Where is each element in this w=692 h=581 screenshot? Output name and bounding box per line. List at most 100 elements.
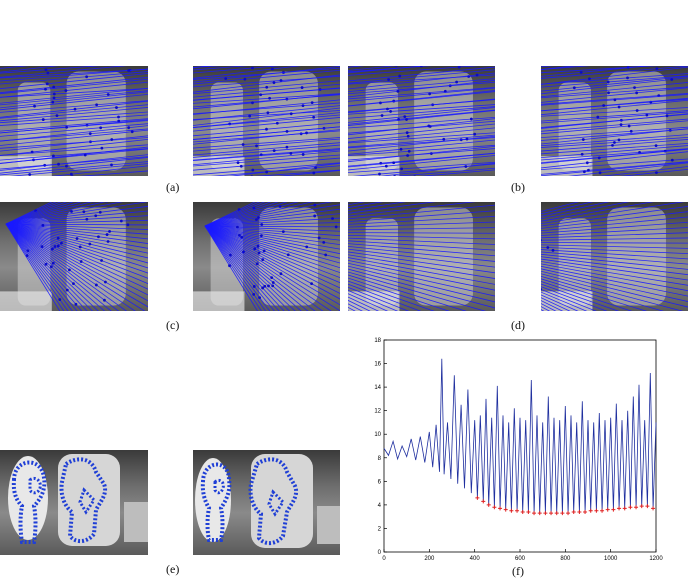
feature-point: [406, 154, 410, 157]
feature-point: [97, 235, 100, 239]
feature-point: [69, 172, 73, 176]
feature-point: [251, 101, 254, 105]
feature-point: [387, 78, 390, 81]
epipolar-line: [5, 202, 148, 225]
epipolar-line: [348, 286, 410, 311]
epipolar-line: [541, 205, 688, 227]
feature-point: [28, 173, 32, 176]
epipolar-line: [0, 135, 148, 152]
head-contour: [11, 460, 47, 544]
feature-point: [95, 103, 99, 107]
feature-point: [334, 225, 338, 229]
epipolar-line: [541, 283, 620, 311]
epipolar-line: [193, 66, 302, 79]
epipolar-line: [348, 81, 495, 95]
epipolar-line: [5, 202, 106, 225]
feature-point: [633, 86, 636, 90]
feature-point: [310, 101, 314, 105]
epipolar-line: [0, 148, 148, 161]
x-tick-label: 400: [470, 556, 481, 562]
epipolar-line: [0, 81, 148, 98]
epipolar-line: [541, 227, 688, 236]
feature-point: [324, 253, 328, 257]
feature-point: [598, 171, 602, 175]
epipolar-line: [204, 225, 309, 311]
plot-series-line: [383, 358, 657, 514]
plot-f-svg: 0 200 400 600 800 1000 1200 0 2 4 6 8 10 12 14 16 18: [374, 338, 663, 562]
epipolar-line: [9, 163, 148, 176]
epipolar-line: [204, 202, 333, 227]
epipolar-line: [541, 75, 688, 92]
epipolar-line: [541, 275, 664, 311]
y-tick-label: 14: [374, 385, 381, 391]
epipolar-line: [541, 145, 688, 158]
minima-marker: [634, 505, 639, 510]
epipolar-line: [204, 217, 340, 227]
feature-point: [241, 143, 245, 146]
epipolar-line: [0, 107, 148, 122]
feature-point: [255, 144, 258, 148]
box-silhouette: [124, 502, 148, 542]
epipolar-line: [204, 225, 340, 284]
epipolar-line: [541, 158, 688, 171]
epipolar-line: [193, 102, 340, 115]
feature-point: [670, 158, 674, 162]
feature-point: [56, 236, 60, 240]
feature-point: [629, 129, 633, 133]
minima-marker: [600, 508, 605, 513]
feature-point: [248, 114, 252, 118]
feature-point: [251, 66, 254, 70]
epipolar-line: [5, 223, 120, 311]
feature-point: [64, 89, 68, 92]
epipolar-line: [541, 270, 688, 308]
epipolar-line: [193, 162, 340, 176]
epipolar-line: [348, 280, 435, 311]
feature-point: [475, 73, 479, 77]
feature-point: [300, 86, 304, 89]
epipolar-line: [541, 161, 688, 175]
epipolar-line: [0, 137, 148, 149]
feature-point: [398, 74, 402, 78]
epipolar-line: [5, 223, 83, 311]
epipolar-line: [541, 142, 688, 155]
x-tick-label: 1200: [649, 556, 663, 562]
feature-point: [252, 206, 256, 210]
epipolar-line: [204, 225, 316, 311]
feature-point: [236, 161, 240, 165]
epipolar-line: [0, 128, 148, 142]
feature-point: [260, 223, 264, 226]
feature-point: [259, 93, 263, 97]
feature-point: [110, 163, 113, 167]
feature-point: [626, 76, 629, 80]
feature-point: [56, 244, 60, 248]
epipolar-line: [5, 223, 112, 311]
epipolar-line: [204, 225, 340, 259]
epipolar-line: [5, 223, 148, 308]
y-tick-label: 8: [378, 456, 382, 462]
epipolar-line: [204, 225, 340, 289]
epipolar-line: [541, 237, 688, 241]
x-tick-label: 1000: [604, 556, 618, 562]
feature-point: [389, 110, 392, 113]
epipolar-line: [5, 202, 93, 225]
epipolar-lines-c-right: [193, 202, 340, 311]
feature-point: [579, 70, 583, 74]
epipolar-line: [348, 202, 476, 217]
epipolar-line: [204, 225, 340, 279]
feature-point: [635, 109, 639, 112]
epipolar-line: [541, 232, 688, 239]
feature-point: [267, 284, 270, 288]
feature-point: [301, 153, 305, 156]
epipolar-line: [5, 223, 148, 269]
torso-contour: [59, 457, 107, 543]
epipolar-line: [5, 223, 148, 274]
torso-inner-contour: [78, 487, 96, 515]
feature-point: [313, 203, 317, 207]
feature-point: [103, 298, 106, 302]
feature-point: [250, 175, 254, 176]
feature-point: [73, 107, 77, 111]
feature-point: [252, 293, 256, 296]
epipolar-line: [348, 268, 495, 309]
feature-point: [464, 165, 468, 168]
minima-marker: [611, 507, 616, 512]
